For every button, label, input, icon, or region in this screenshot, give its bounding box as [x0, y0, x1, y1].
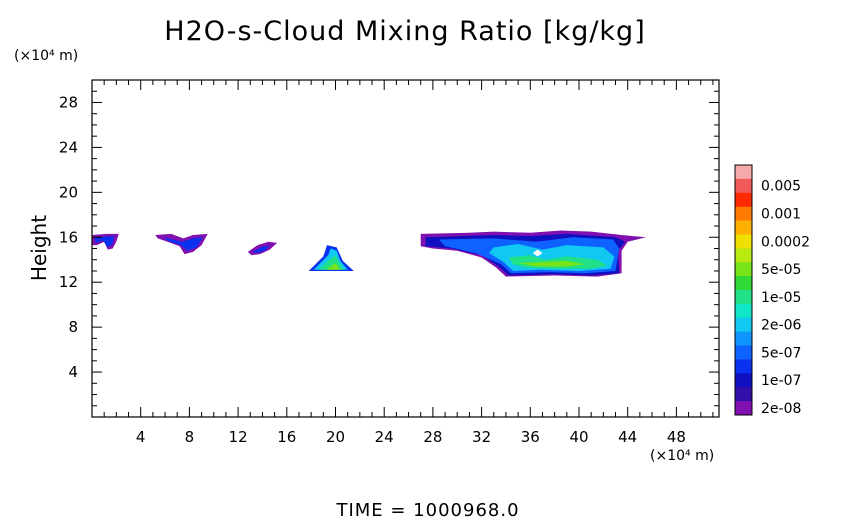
colorbar-label: 0.0002 [761, 234, 810, 250]
colorbar-label: 1e-07 [761, 373, 801, 389]
colorbar-swatch [735, 373, 752, 388]
x-tick-label: 20 [326, 428, 345, 446]
x-unit-label: (×10⁴ m) [650, 448, 714, 464]
colorbar-swatch [735, 331, 752, 347]
colorbar-swatch [735, 206, 752, 222]
colorbar-swatch [735, 359, 752, 374]
colorbar-swatch [735, 387, 752, 402]
x-tick-label: 32 [472, 428, 491, 446]
cloud-5-l5 [518, 260, 586, 267]
cloud-layer [92, 230, 646, 277]
colorbar-swatch [735, 345, 752, 360]
x-tick-labels: 4 8 12 16 20 24 28 32 36 40 44 48 [136, 428, 686, 446]
x-tick-label: 16 [277, 428, 296, 446]
colorbar-swatch [735, 290, 752, 305]
x-tick-label: 8 [185, 428, 195, 446]
cloud-1-core [94, 236, 114, 248]
y-tick-label: 12 [59, 273, 78, 291]
chart-title: H2O-s-Cloud Mixing Ratio [kg/kg] [164, 16, 645, 47]
cloud-3-core [252, 245, 270, 253]
y-tick-label: 28 [59, 93, 78, 111]
x-tick-label: 36 [521, 428, 540, 446]
colorbar-swatch [735, 317, 752, 333]
time-label: TIME = 1000968.0 [335, 500, 519, 519]
y-tick-label: 20 [59, 183, 78, 201]
colorbar-swatch [735, 401, 752, 416]
y-tick-labels: 4 8 12 16 20 24 28 [59, 93, 78, 381]
cloud-2-core [162, 237, 203, 251]
x-tick-label: 12 [229, 428, 248, 446]
colorbar-label: 2e-08 [761, 401, 801, 417]
y-unit-label: (×10⁴ m) [14, 48, 78, 64]
colorbar: 0.005 0.001 0.0002 5e-05 1e-05 2e-06 5e-07 1e-0… [734, 164, 810, 417]
colorbar-frame [734, 164, 753, 416]
colorbar-label: 0.005 [761, 179, 801, 195]
colorbar-label: 1e-05 [761, 290, 801, 306]
x-tick-label: 24 [375, 428, 394, 446]
y-tick-label: 24 [59, 138, 78, 156]
axis-ticks [92, 80, 719, 417]
y-tick-label: 16 [59, 228, 78, 246]
y-tick-label: 8 [68, 318, 78, 336]
colorbar-swatch [735, 192, 752, 208]
colorbar-label: 5e-07 [761, 345, 801, 361]
colorbar-swatch [735, 262, 752, 277]
colorbar-swatch [735, 234, 752, 249]
x-tick-label: 48 [667, 428, 686, 446]
y-tick-label: 4 [68, 363, 78, 381]
colorbar-label: 5e-05 [761, 262, 801, 278]
y-axis-label: Height [27, 215, 51, 281]
colorbar-label: 2e-06 [761, 318, 801, 334]
colorbar-swatch [735, 248, 752, 263]
x-tick-label: 40 [569, 428, 588, 446]
colorbar-swatch [735, 276, 752, 291]
x-tick-label: 28 [423, 428, 442, 446]
cloud-gap [532, 249, 543, 257]
colorbar-swatch [735, 165, 752, 180]
colorbar-label: 0.001 [761, 206, 801, 222]
colorbar-swatch [735, 178, 752, 194]
x-tick-label: 4 [136, 428, 146, 446]
cloud-4-l3 [325, 263, 341, 270]
colorbar-swatch [735, 220, 752, 235]
x-tick-label: 44 [618, 428, 637, 446]
colorbar-swatch [735, 303, 752, 319]
